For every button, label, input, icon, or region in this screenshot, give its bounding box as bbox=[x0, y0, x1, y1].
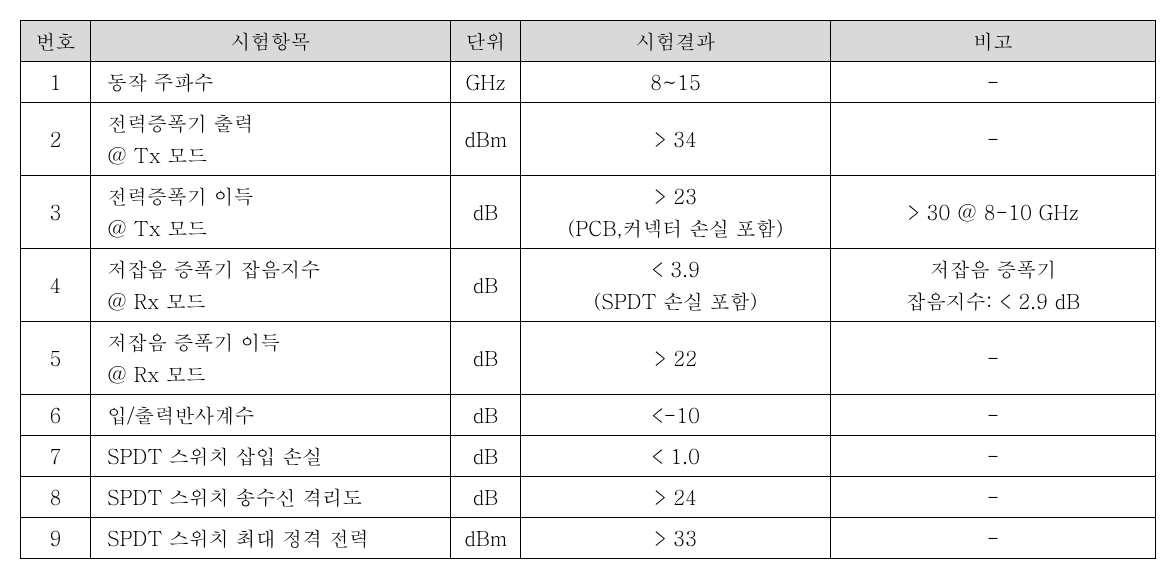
cell-unit: dB bbox=[451, 249, 521, 322]
cell-item-line2: @ Tx 모드 bbox=[107, 139, 442, 171]
cell-result-line1: < 1.0 bbox=[529, 440, 822, 472]
cell-result-line1: > 23 bbox=[529, 180, 822, 212]
cell-num: 4 bbox=[21, 249, 91, 322]
cell-result-line1: < 3.9 bbox=[529, 253, 822, 285]
header-item: 시험항목 bbox=[91, 21, 451, 62]
cell-item: 전력증폭기 출력@ Tx 모드 bbox=[91, 103, 451, 176]
cell-note: - bbox=[831, 477, 1156, 518]
cell-result: < 1.0 bbox=[521, 436, 831, 477]
table-row: 5저잡음 증폭기 이득@ Rx 모드dB> 22- bbox=[21, 322, 1156, 395]
table-row: 1 동작 주파수 GHz8~15- bbox=[21, 62, 1156, 103]
cell-note-line1: 저잡음 증폭기 bbox=[839, 253, 1147, 285]
table-row: 3전력증폭기 이득@ Tx 모드dB> 23(PCB,커넥터 손실 포함)> 3… bbox=[21, 176, 1156, 249]
cell-item-line1: 입/출력반사계수 bbox=[107, 399, 442, 431]
cell-result: > 34 bbox=[521, 103, 831, 176]
cell-item-line1: 저잡음 증폭기 잡음지수 bbox=[107, 253, 442, 285]
table-body: 1동작 주파수GHz8~15-2전력증폭기 출력@ Tx 모드dBm> 34-3… bbox=[21, 62, 1156, 559]
cell-result-line1: > 24 bbox=[529, 481, 822, 513]
table-row: 2전력증폭기 출력@ Tx 모드dBm> 34- bbox=[21, 103, 1156, 176]
cell-num: 7 bbox=[21, 436, 91, 477]
cell-result-line2: (SPDT 손실 포함) bbox=[529, 285, 822, 317]
cell-item-line1: 전력증폭기 출력 bbox=[107, 107, 442, 139]
header-num: 번호 bbox=[21, 21, 91, 62]
cell-item-line1: SPDT 스위치 최대 정격 전력 bbox=[107, 522, 442, 554]
table-row: 7 SPDT 스위치 삽입 손실 dB< 1.0- bbox=[21, 436, 1156, 477]
header-row: 번호 시험항목 단위 시험결과 비고 bbox=[21, 21, 1156, 62]
cell-num: 2 bbox=[21, 103, 91, 176]
cell-item: SPDT 스위치 삽입 손실 bbox=[91, 436, 451, 477]
cell-result: < 3.9(SPDT 손실 포함) bbox=[521, 249, 831, 322]
cell-result-line1: 8~15 bbox=[529, 66, 822, 98]
cell-num: 8 bbox=[21, 477, 91, 518]
cell-note: > 30 @ 8-10 GHz bbox=[831, 176, 1156, 249]
cell-note-line1: - bbox=[839, 342, 1147, 374]
cell-note-line1: - bbox=[839, 440, 1147, 472]
cell-item-line1: 동작 주파수 bbox=[107, 66, 442, 98]
cell-result: > 33 bbox=[521, 518, 831, 559]
cell-note-line1: > 30 @ 8-10 GHz bbox=[839, 196, 1147, 228]
cell-num: 1 bbox=[21, 62, 91, 103]
cell-unit: dB bbox=[451, 395, 521, 436]
cell-result-line1: > 22 bbox=[529, 342, 822, 374]
cell-result: > 22 bbox=[521, 322, 831, 395]
cell-note-line1: - bbox=[839, 522, 1147, 554]
table-row: 6 입/출력반사계수 dB<-10- bbox=[21, 395, 1156, 436]
cell-note: - bbox=[831, 436, 1156, 477]
cell-unit: dB bbox=[451, 322, 521, 395]
header-result: 시험결과 bbox=[521, 21, 831, 62]
cell-item: SPDT 스위치 최대 정격 전력 bbox=[91, 518, 451, 559]
cell-result-line1: <-10 bbox=[529, 399, 822, 431]
cell-result: > 23(PCB,커넥터 손실 포함) bbox=[521, 176, 831, 249]
cell-unit: GHz bbox=[451, 62, 521, 103]
cell-unit: dBm bbox=[451, 518, 521, 559]
cell-unit: dB bbox=[451, 436, 521, 477]
cell-item-line2: @ Tx 모드 bbox=[107, 212, 442, 244]
cell-note: - bbox=[831, 62, 1156, 103]
cell-note: - bbox=[831, 103, 1156, 176]
header-note: 비고 bbox=[831, 21, 1156, 62]
cell-item: 전력증폭기 이득@ Tx 모드 bbox=[91, 176, 451, 249]
cell-item: 동작 주파수 bbox=[91, 62, 451, 103]
cell-unit: dB bbox=[451, 477, 521, 518]
cell-num: 9 bbox=[21, 518, 91, 559]
cell-result-line1: > 34 bbox=[529, 123, 822, 155]
table-row: 4저잡음 증폭기 잡음지수@ Rx 모드dB< 3.9(SPDT 손실 포함)저… bbox=[21, 249, 1156, 322]
cell-result-line2: (PCB,커넥터 손실 포함) bbox=[529, 212, 822, 244]
cell-note: 저잡음 증폭기잡음지수: < 2.9 dB bbox=[831, 249, 1156, 322]
cell-item-line2: @ Rx 모드 bbox=[107, 285, 442, 317]
table-row: 8 SPDT 스위치 송수신 격리도 dB> 24- bbox=[21, 477, 1156, 518]
cell-item: 저잡음 증폭기 잡음지수@ Rx 모드 bbox=[91, 249, 451, 322]
cell-num: 5 bbox=[21, 322, 91, 395]
table-row: 9 SPDT 스위치 최대 정격 전력 dBm> 33- bbox=[21, 518, 1156, 559]
cell-note-line1: - bbox=[839, 66, 1147, 98]
spec-table: 번호 시험항목 단위 시험결과 비고 1동작 주파수GHz8~15-2전력증폭기… bbox=[20, 20, 1156, 559]
cell-note-line1: - bbox=[839, 123, 1147, 155]
cell-item-line1: SPDT 스위치 삽입 손실 bbox=[107, 440, 442, 472]
cell-note: - bbox=[831, 518, 1156, 559]
cell-result: 8~15 bbox=[521, 62, 831, 103]
cell-item: 입/출력반사계수 bbox=[91, 395, 451, 436]
cell-note: - bbox=[831, 395, 1156, 436]
cell-unit: dB bbox=[451, 176, 521, 249]
cell-item-line1: SPDT 스위치 송수신 격리도 bbox=[107, 481, 442, 513]
cell-note-line2: 잡음지수: < 2.9 dB bbox=[839, 285, 1147, 317]
cell-item: SPDT 스위치 송수신 격리도 bbox=[91, 477, 451, 518]
cell-note-line1: - bbox=[839, 399, 1147, 431]
cell-item-line2: @ Rx 모드 bbox=[107, 358, 442, 390]
cell-num: 3 bbox=[21, 176, 91, 249]
cell-result-line1: > 33 bbox=[529, 522, 822, 554]
header-unit: 단위 bbox=[451, 21, 521, 62]
cell-unit: dBm bbox=[451, 103, 521, 176]
cell-num: 6 bbox=[21, 395, 91, 436]
cell-result: <-10 bbox=[521, 395, 831, 436]
cell-result: > 24 bbox=[521, 477, 831, 518]
cell-note: - bbox=[831, 322, 1156, 395]
cell-item-line1: 전력증폭기 이득 bbox=[107, 180, 442, 212]
cell-item-line1: 저잡음 증폭기 이득 bbox=[107, 326, 442, 358]
cell-note-line1: - bbox=[839, 481, 1147, 513]
cell-item: 저잡음 증폭기 이득@ Rx 모드 bbox=[91, 322, 451, 395]
